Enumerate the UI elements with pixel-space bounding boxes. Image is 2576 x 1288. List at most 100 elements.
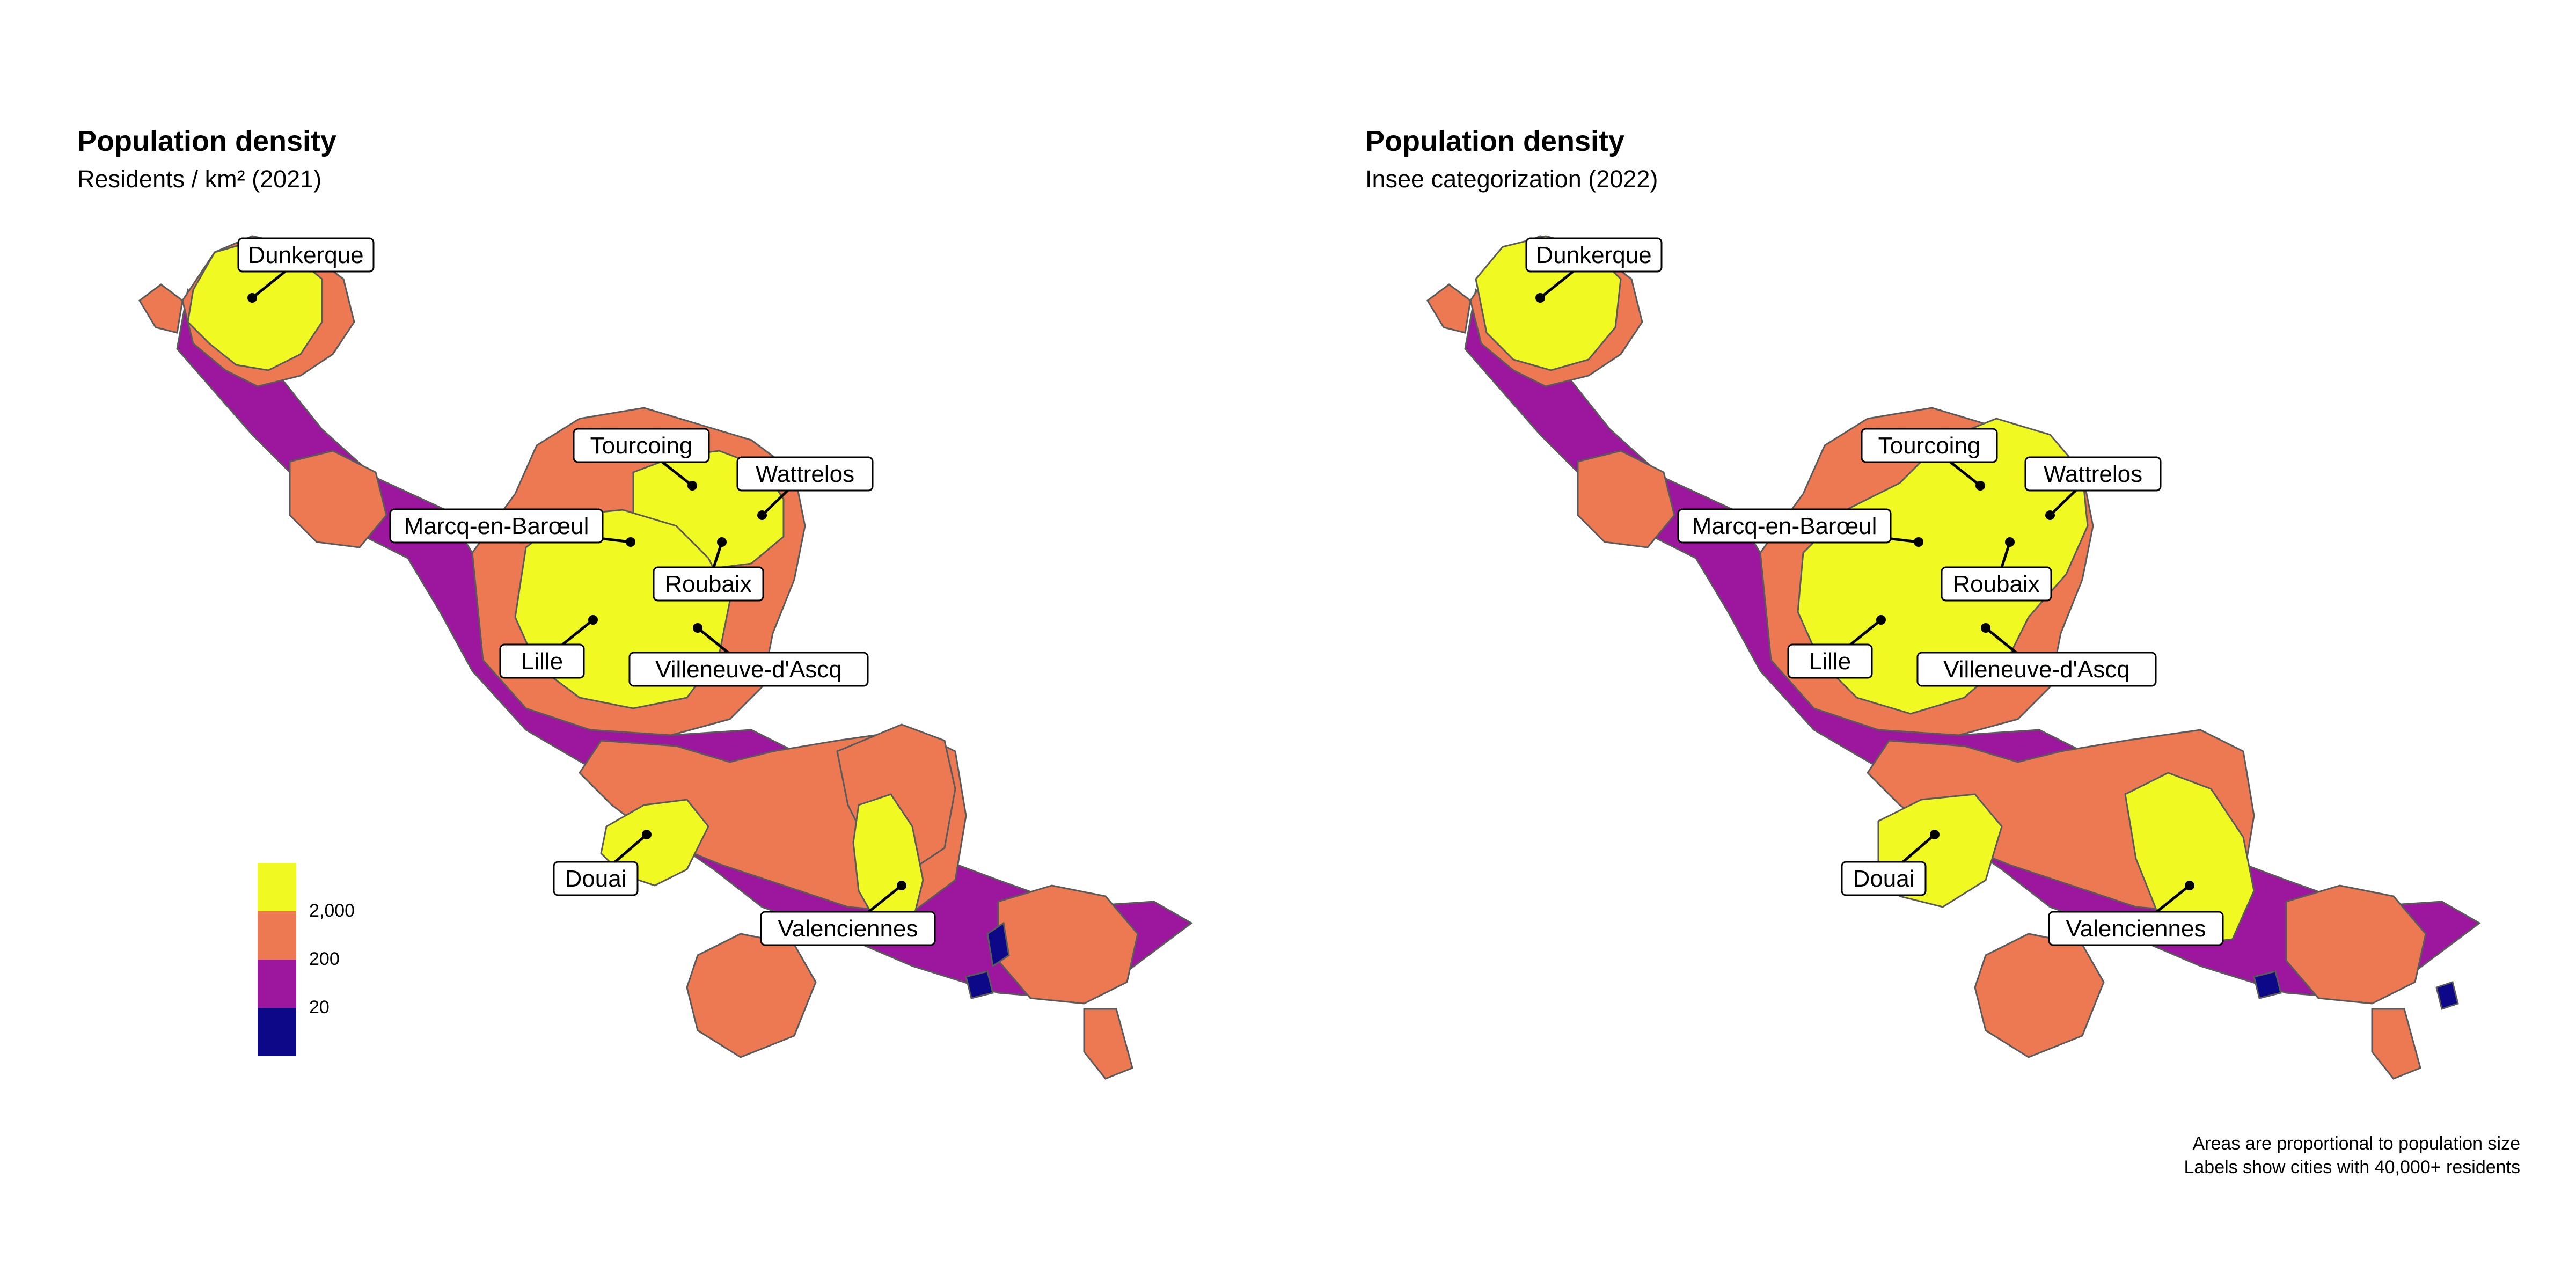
city-label-box <box>1916 652 2157 687</box>
city-label: Roubaix <box>653 537 764 602</box>
region-dense-south3 <box>2371 1008 2421 1080</box>
region-dense-south2 <box>997 884 1139 1005</box>
city-name: Douai <box>565 866 627 892</box>
city-label-box <box>237 237 375 273</box>
city-labels: Dunkerque Tourcoing Wattrelos Marcq-en-Barœ… <box>1525 237 2224 946</box>
city-point <box>2185 881 2194 890</box>
city-label: Lille <box>1787 615 1886 679</box>
scale-tick: 20 <box>309 997 330 1018</box>
city-label: Marcq-en-Barœul <box>1677 508 1923 547</box>
city-label-box <box>1841 861 1927 896</box>
city-label-box <box>1677 508 1892 544</box>
city-point <box>1876 615 1886 625</box>
city-label: Tourcoing <box>573 428 710 491</box>
city-label: Wattrelos <box>2024 456 2162 520</box>
city-point <box>757 510 767 520</box>
city-name: Roubaix <box>1953 571 2039 597</box>
city-name: Valenciennes <box>2066 916 2206 942</box>
city-name: Tourcoing <box>1878 433 1981 459</box>
city-name: Dunkerque <box>248 242 363 268</box>
region-very-sparse-1 <box>2253 970 2282 999</box>
city-label-box <box>760 911 936 946</box>
city-label: Marcq-en-Barœul <box>389 508 635 547</box>
region-very-dense-valenciennes <box>2124 772 2255 946</box>
city-point <box>588 615 598 625</box>
city-label: Villeneuve-d'Ascq <box>628 623 869 687</box>
scale-tick: 2,000 <box>309 901 355 921</box>
city-label: Dunkerque <box>1525 237 1663 303</box>
scale-segment-sparse <box>258 960 296 1008</box>
city-label-box <box>389 508 604 544</box>
panel-subtitle: Insee categorization (2022) <box>1365 165 1658 193</box>
region-very-sparse-2 <box>965 970 994 999</box>
city-point <box>897 881 906 890</box>
city-label-box <box>2024 456 2162 492</box>
city-label: Valenciennes <box>760 881 936 946</box>
caption-line-2: Labels show cities with 40,000+ resident… <box>2184 1157 2520 1177</box>
city-label-box <box>736 456 874 492</box>
panel-subtitle: Residents / km² (2021) <box>77 165 322 193</box>
density-color-scale <box>258 863 296 1056</box>
city-point <box>687 481 697 491</box>
city-point <box>1975 481 1985 491</box>
panel-title: Population density <box>1365 125 1625 157</box>
city-point <box>2005 537 2015 547</box>
city-label: Douai <box>553 830 652 896</box>
scale-segment-dense <box>258 911 296 960</box>
city-point <box>247 293 257 303</box>
city-point <box>1930 830 1940 839</box>
city-name: Douai <box>1853 866 1915 892</box>
cartogram-map: Dunkerque Tourcoing Wattrelos Marcq-en-Barœ… <box>1426 235 2481 1080</box>
region-dense-coast <box>138 283 184 334</box>
region-dense-mid1 <box>1577 450 1675 548</box>
city-label: Villeneuve-d'Ascq <box>1916 623 2157 687</box>
city-label: Lille <box>499 615 598 679</box>
city-name: Villeneuve-d'Ascq <box>655 656 842 683</box>
city-labels: Dunkerque Tourcoing Wattrelos Marcq-en-Barœ… <box>237 237 936 946</box>
scale-segment-very-dense <box>258 863 296 911</box>
city-label-box <box>553 861 639 896</box>
scale-tick: 200 <box>309 949 340 969</box>
city-label-box <box>1861 428 1998 463</box>
city-name: Roubaix <box>665 571 751 597</box>
city-label-box <box>2048 911 2224 946</box>
city-label-box <box>1525 237 1663 273</box>
city-point <box>693 623 702 633</box>
city-name: Dunkerque <box>1536 242 1651 268</box>
region-dense-coast <box>1426 283 1472 334</box>
city-label-box <box>653 566 764 602</box>
cartogram-map: Dunkerque Tourcoing Wattrelos Marcq-en-Barœ… <box>138 235 1193 1080</box>
city-point <box>1535 293 1545 303</box>
city-label: Tourcoing <box>1861 428 1998 491</box>
region-very-sparse-2 <box>2435 981 2459 1010</box>
panel-categorical: Population density Insee categorization … <box>1288 0 2576 1288</box>
city-label-box <box>1941 566 2052 602</box>
caption-line-1: Areas are proportional to population siz… <box>2192 1133 2521 1154</box>
region-dense-south1 <box>686 933 817 1058</box>
region-dense-south2 <box>2285 884 2427 1005</box>
city-point <box>626 537 635 547</box>
city-label-box <box>628 652 869 687</box>
city-label: Wattrelos <box>736 456 874 520</box>
scale-segment-very-sparse <box>258 1008 296 1056</box>
city-label-box <box>499 643 585 679</box>
city-name: Lille <box>1809 648 1851 675</box>
city-point <box>642 830 652 839</box>
city-name: Marcq-en-Barœul <box>404 513 589 539</box>
city-name: Wattrelos <box>756 461 854 487</box>
region-dense-south3 <box>1083 1008 1133 1080</box>
city-label: Roubaix <box>1941 537 2052 602</box>
city-name: Valenciennes <box>778 916 918 942</box>
city-point <box>717 537 727 547</box>
region-dense-mid1 <box>289 450 387 548</box>
city-point <box>1981 623 1990 633</box>
city-point <box>2045 510 2055 520</box>
city-name: Lille <box>521 648 563 675</box>
city-label: Valenciennes <box>2048 881 2224 946</box>
city-label: Dunkerque <box>237 237 375 303</box>
region-very-sparse-1 <box>986 921 1010 968</box>
panel-title: Population density <box>77 125 337 157</box>
region-dense-south1 <box>1974 933 2105 1058</box>
city-label-box <box>573 428 710 463</box>
city-point <box>1914 537 1923 547</box>
